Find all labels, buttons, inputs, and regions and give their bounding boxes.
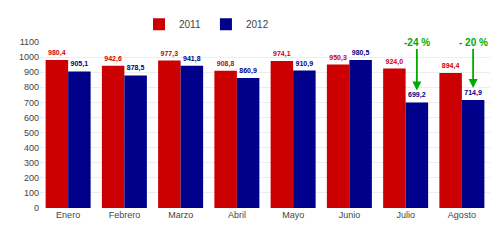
svg-text:0: 0 — [34, 203, 39, 213]
svg-text:400: 400 — [24, 143, 39, 153]
svg-text:2011: 2011 — [179, 19, 201, 30]
svg-text:878,5: 878,5 — [127, 64, 145, 72]
svg-text:714,9: 714,9 — [464, 89, 482, 97]
svg-text:700: 700 — [24, 98, 39, 108]
svg-text:900: 900 — [24, 67, 39, 77]
svg-text:942,6: 942,6 — [104, 55, 122, 63]
svg-text:980,4: 980,4 — [48, 49, 66, 57]
svg-text:Marzo: Marzo — [168, 210, 193, 220]
svg-text:100: 100 — [24, 188, 39, 198]
svg-text:1100: 1100 — [20, 37, 39, 47]
svg-text:Enero: Enero — [56, 210, 80, 220]
svg-text:924,0: 924,0 — [386, 58, 404, 66]
svg-text:-24 %: -24 % — [404, 37, 430, 48]
svg-text:980,5: 980,5 — [352, 49, 370, 57]
svg-text:800: 800 — [24, 82, 39, 92]
svg-text:Febrero: Febrero — [109, 210, 141, 220]
svg-text:Agosto: Agosto — [448, 210, 476, 220]
svg-text:894,4: 894,4 — [442, 62, 460, 70]
svg-text:600: 600 — [24, 113, 39, 123]
svg-text:910,9: 910,9 — [296, 60, 314, 68]
svg-text:2012: 2012 — [246, 19, 269, 30]
svg-text:200: 200 — [24, 173, 39, 183]
svg-text:Junio: Junio — [339, 210, 361, 220]
svg-text:Abril: Abril — [228, 210, 246, 220]
svg-text:699,2: 699,2 — [408, 91, 426, 99]
svg-text:Mayo: Mayo — [282, 210, 304, 220]
svg-text:974,1: 974,1 — [273, 50, 291, 58]
svg-text:950,3: 950,3 — [329, 54, 347, 62]
svg-text:500: 500 — [24, 128, 39, 138]
svg-text:1000: 1000 — [19, 52, 39, 62]
svg-text:Julio: Julio — [396, 210, 415, 220]
svg-text:905,1: 905,1 — [71, 60, 89, 68]
svg-text:908,8: 908,8 — [217, 60, 235, 68]
svg-text:941,8: 941,8 — [183, 55, 201, 63]
svg-text:860,9: 860,9 — [239, 67, 257, 75]
svg-text:- 20 %: - 20 % — [459, 37, 488, 48]
svg-text:300: 300 — [24, 158, 39, 168]
svg-text:977,3: 977,3 — [161, 50, 179, 58]
